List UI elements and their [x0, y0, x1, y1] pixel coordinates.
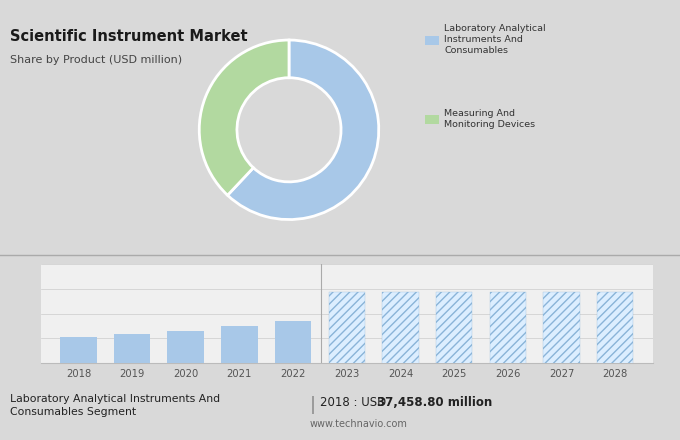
Text: Laboratory Analytical Instruments And
Consumables Segment: Laboratory Analytical Instruments And Co… — [10, 394, 220, 417]
Wedge shape — [228, 40, 379, 220]
Text: 2018 : USD: 2018 : USD — [320, 396, 390, 409]
Bar — [490, 292, 526, 440]
Bar — [221, 326, 258, 440]
Text: Share by Product (USD million): Share by Product (USD million) — [10, 55, 182, 65]
Text: Scientific Instrument Market: Scientific Instrument Market — [10, 29, 248, 44]
Bar — [597, 292, 634, 440]
Bar — [543, 292, 580, 440]
Bar — [114, 334, 150, 440]
Bar — [328, 292, 365, 440]
Text: |: | — [309, 396, 316, 414]
Bar — [60, 337, 97, 440]
Bar — [167, 331, 204, 440]
Text: www.technavio.com: www.technavio.com — [309, 419, 407, 429]
Wedge shape — [199, 40, 289, 195]
Text: Laboratory Analytical
Instruments And
Consumables: Laboratory Analytical Instruments And Co… — [444, 24, 545, 55]
Bar — [436, 292, 473, 440]
Bar — [275, 321, 311, 440]
Text: Measuring And
Monitoring Devices: Measuring And Monitoring Devices — [444, 109, 535, 129]
Bar — [382, 292, 419, 440]
Text: 37,458.80 million: 37,458.80 million — [377, 396, 492, 409]
